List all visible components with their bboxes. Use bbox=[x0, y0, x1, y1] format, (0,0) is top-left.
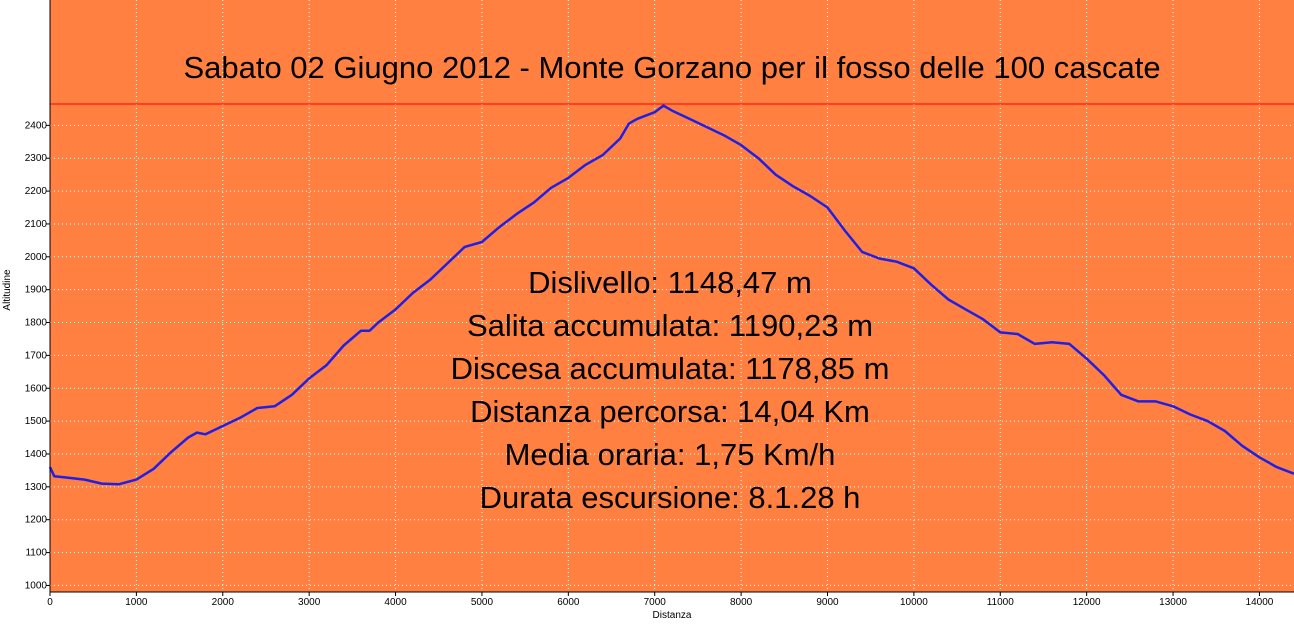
x-tick-label: 14000 bbox=[1246, 597, 1274, 608]
y-axis-label: Altitudine bbox=[2, 269, 13, 311]
x-tick-label: 12000 bbox=[1073, 597, 1101, 608]
x-tick-label: 1000 bbox=[125, 597, 148, 608]
y-tick-label: 2400 bbox=[25, 120, 48, 131]
stats-annotations: Dislivello: 1148,47 m Salita accumulata: … bbox=[451, 265, 890, 515]
y-tick-label: 1800 bbox=[25, 318, 48, 329]
x-tick-label: 11000 bbox=[987, 597, 1015, 608]
x-axis-label: Distanza bbox=[653, 610, 692, 621]
series-layer bbox=[48, 104, 1294, 486]
x-tick-label: 6000 bbox=[557, 597, 580, 608]
stat-annotation: Media oraria: 1,75 Km/h bbox=[505, 437, 836, 472]
x-tick-label: 2000 bbox=[212, 597, 235, 608]
y-tick-label: 1300 bbox=[25, 482, 48, 493]
y-tick-label: 2200 bbox=[25, 186, 48, 197]
x-tick-label: 0 bbox=[47, 597, 53, 608]
y-axis-ticks: 1000 1100 1200 1300 1400 1500 1600 1700 1800 1900… bbox=[25, 120, 50, 591]
x-tick-label: 3000 bbox=[298, 597, 321, 608]
chart-title: Sabato 02 Giugno 2012 - Monte Gorzano pe… bbox=[183, 50, 1160, 85]
x-tick-label: 5000 bbox=[471, 597, 494, 608]
x-tick-label: 8000 bbox=[730, 597, 753, 608]
y-tick-label: 1700 bbox=[25, 350, 48, 361]
x-tick-label: 7000 bbox=[644, 597, 667, 608]
stat-annotation: Discesa accumulata: 1178,85 m bbox=[451, 351, 890, 386]
x-axis-ticks: 0 1000 2000 3000 4000 5000 6000 7000 8000 9000 100… bbox=[47, 592, 1274, 608]
x-tick-label: 10000 bbox=[900, 597, 928, 608]
y-tick-label: 1600 bbox=[25, 383, 48, 394]
y-tick-label: 1000 bbox=[25, 580, 48, 591]
y-tick-label: 2300 bbox=[25, 153, 48, 164]
y-tick-label: 1900 bbox=[25, 285, 48, 296]
x-tick-label: 9000 bbox=[816, 597, 839, 608]
y-tick-label: 1500 bbox=[25, 416, 48, 427]
x-tick-label: 4000 bbox=[384, 597, 407, 608]
y-tick-label: 1100 bbox=[25, 548, 47, 559]
stat-annotation: Distanza percorsa: 14,04 Km bbox=[470, 394, 870, 429]
x-tick-label: 13000 bbox=[1159, 597, 1187, 608]
stat-annotation: Dislivello: 1148,47 m bbox=[528, 265, 812, 300]
y-tick-label: 2100 bbox=[25, 219, 48, 230]
y-tick-label: 2000 bbox=[25, 252, 48, 263]
elevation-series-line bbox=[48, 104, 1294, 486]
grid-lines bbox=[49, 0, 1294, 592]
y-tick-label: 1200 bbox=[25, 515, 48, 526]
stat-annotation: Salita accumulata: 1190,23 m bbox=[467, 308, 873, 343]
stat-annotation: Durata escursione: 8.1.28 h bbox=[480, 480, 861, 515]
y-tick-label: 1400 bbox=[25, 449, 48, 460]
